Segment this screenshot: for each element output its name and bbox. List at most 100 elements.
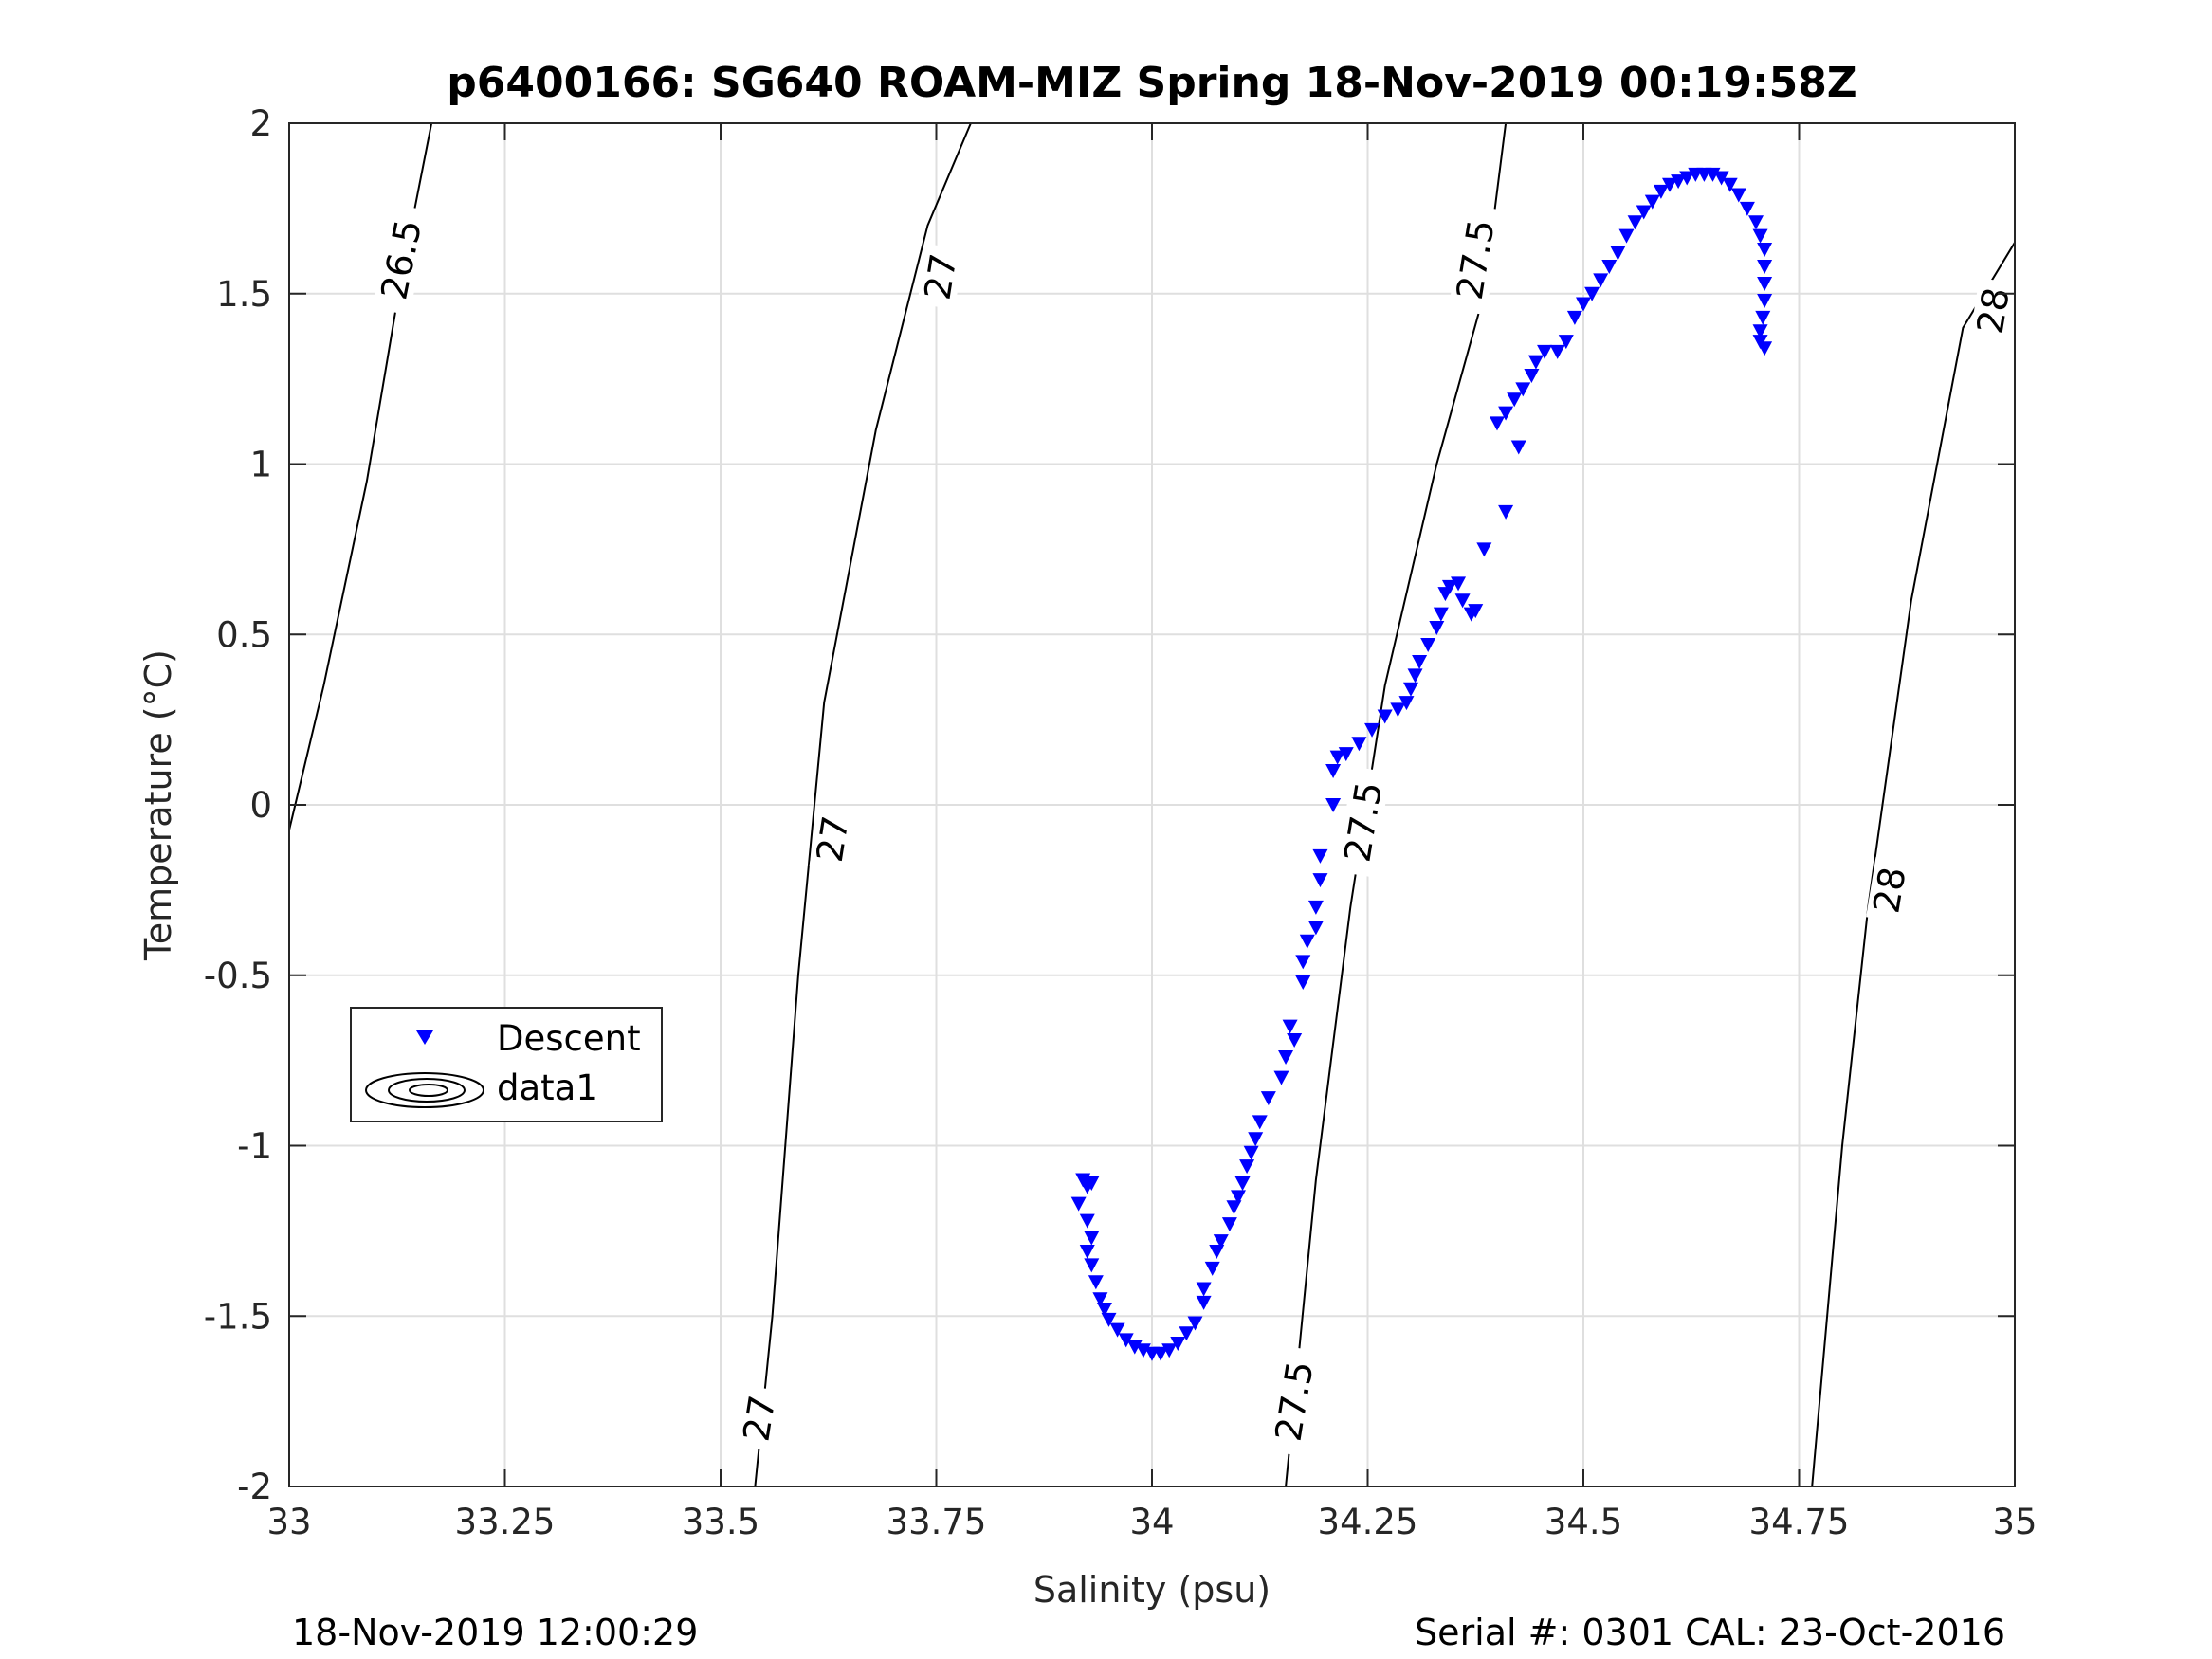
descent-point [1196, 1282, 1212, 1297]
y-tick-label: -1.5 [204, 1296, 272, 1337]
descent-point [1231, 1190, 1246, 1205]
descent-point [1390, 702, 1406, 718]
descent-point [1295, 975, 1311, 990]
descent-point [1653, 184, 1669, 199]
descent-point [1490, 416, 1505, 431]
descent-point [1527, 355, 1544, 370]
descent-point [1722, 177, 1738, 192]
descent-point [1752, 228, 1768, 244]
descent-point [1549, 344, 1565, 359]
descent-point [1278, 1050, 1294, 1066]
contour-label: 28 [1969, 284, 2018, 337]
y-tick-label: 2 [249, 103, 272, 144]
descent-point [1282, 1019, 1298, 1034]
descent-point [1204, 1261, 1220, 1276]
contour-label-bg [736, 1385, 783, 1451]
y-tick-label: -1 [237, 1126, 272, 1167]
legend-descent-label: Descent [497, 1018, 641, 1059]
descent-point [1325, 798, 1342, 812]
contour-label-bg [1448, 204, 1503, 316]
contour-label-bg [917, 244, 964, 310]
descent-point [1610, 246, 1626, 261]
descent-point [1515, 382, 1531, 397]
descent-point [1084, 1231, 1100, 1246]
y-tick-label: -2 [237, 1467, 272, 1507]
x-tick-label: 33.25 [455, 1502, 556, 1542]
x-tick-label: 34.75 [1749, 1502, 1850, 1542]
descent-point [1088, 1275, 1104, 1290]
descent-point [1084, 1176, 1100, 1192]
descent-series [1070, 167, 1773, 1361]
descent-point [1398, 696, 1415, 711]
descent-point [1627, 215, 1643, 230]
descent-point [1662, 177, 1677, 192]
contour-label-bg [1866, 857, 1913, 923]
legend-contour-icon [365, 1072, 484, 1108]
descent-point [1576, 297, 1591, 312]
descent-point [1636, 205, 1652, 220]
descent-point [1161, 1343, 1178, 1358]
descent-point [1338, 747, 1354, 762]
descent-point [1537, 344, 1553, 359]
contour-label-bg [809, 806, 857, 872]
descent-point [1351, 737, 1367, 752]
descent-point [1287, 1033, 1303, 1048]
descent-point [1248, 1132, 1264, 1147]
descent-point [1153, 1346, 1169, 1361]
descent-point [1755, 310, 1771, 325]
contour-label: 28 [1865, 864, 1913, 916]
y-tick-label: 1 [249, 445, 272, 485]
descent-point [1566, 310, 1582, 325]
descent-point [1601, 259, 1618, 274]
descent-point [1118, 1333, 1134, 1348]
descent-point [1213, 1234, 1229, 1249]
descent-point [1524, 369, 1540, 384]
descent-point [1403, 682, 1418, 697]
descent-point [1364, 722, 1380, 738]
y-tick-label: 0 [249, 785, 272, 826]
y-tick-label: 0.5 [216, 614, 272, 655]
contour-label-bg [1267, 1345, 1322, 1457]
descent-point [1593, 273, 1609, 288]
x-tick-label: 33 [266, 1502, 311, 1542]
descent-point [1307, 900, 1324, 915]
descent-point [1510, 440, 1526, 455]
descent-point [1412, 655, 1428, 670]
descent-point [1329, 750, 1345, 765]
descent-point [1441, 579, 1457, 594]
contour-line-28 [1811, 242, 2015, 1486]
descent-point [1295, 955, 1311, 970]
descent-point [1234, 1176, 1251, 1192]
descent-point [1671, 174, 1687, 190]
descent-point [1325, 764, 1342, 779]
legend-data1-label: data1 [497, 1067, 598, 1108]
contour-label-group: 27 [809, 806, 857, 872]
descent-point [1739, 201, 1755, 216]
x-axis-label: Salinity (psu) [1033, 1569, 1271, 1611]
descent-point [1679, 171, 1695, 186]
descent-point [1079, 1213, 1095, 1229]
descent-point [1070, 1196, 1087, 1212]
x-tick-label: 34.5 [1545, 1502, 1622, 1542]
descent-point [1730, 188, 1746, 203]
descent-point [1377, 709, 1393, 724]
contour-label: 27 [917, 250, 965, 302]
y-tick-label: 1.5 [216, 274, 272, 315]
contour-label: 27 [809, 813, 857, 866]
descent-point [1618, 228, 1635, 244]
contour-label-group: 27 [917, 244, 965, 310]
chart-title: p6400166: SG640 ROAM-MIZ Spring 18-Nov-2… [447, 59, 1856, 107]
descent-point [1713, 171, 1729, 186]
grid-lines [288, 122, 2016, 1487]
descent-point [1299, 934, 1315, 949]
contour-label: 27 [735, 1393, 783, 1445]
descent-point [1273, 1070, 1289, 1085]
descent-point [1170, 1337, 1186, 1352]
descent-point [1079, 1244, 1095, 1259]
descent-point [1451, 576, 1467, 592]
descent-point [1307, 921, 1324, 936]
descent-point [1252, 1115, 1268, 1130]
axis-ticks: 33 33.25 33.5 33.75 34 34.25 34.5 34.75 35 -2 -1.5… [204, 103, 2038, 1542]
descent-point [1757, 341, 1773, 356]
descent-point [1221, 1217, 1237, 1232]
